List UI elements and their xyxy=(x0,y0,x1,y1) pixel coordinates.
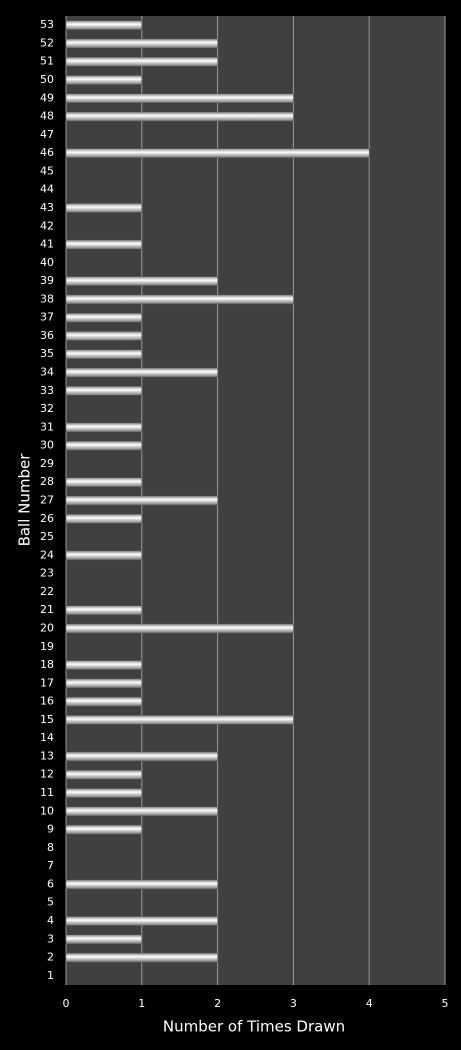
bar xyxy=(65,386,143,396)
y-tick-label: 2 xyxy=(47,951,54,964)
y-tick-label: 32 xyxy=(40,402,54,415)
y-tick-label: 11 xyxy=(40,786,54,799)
bar xyxy=(65,148,370,158)
y-tick-label: 31 xyxy=(40,420,54,433)
y-tick-label: 3 xyxy=(47,932,54,945)
x-axis-title: Number of Times Drawn xyxy=(163,1018,345,1036)
y-tick-label: 46 xyxy=(40,146,54,159)
x-tick-label: 1 xyxy=(138,997,145,1010)
x-tick-label: 5 xyxy=(442,997,449,1010)
y-tick-label: 49 xyxy=(40,91,54,104)
y-tick-label: 48 xyxy=(40,110,54,123)
y-tick-label: 12 xyxy=(40,768,54,781)
bar xyxy=(65,715,294,725)
y-tick-label: 15 xyxy=(40,713,54,726)
bar xyxy=(65,38,218,49)
y-tick-label: 24 xyxy=(40,548,54,561)
y-tick-label: 53 xyxy=(40,18,54,31)
bar xyxy=(65,879,218,890)
y-tick-label: 47 xyxy=(40,128,54,141)
y-tick-label: 10 xyxy=(40,804,54,817)
bar xyxy=(65,203,143,213)
y-tick-label: 42 xyxy=(40,219,54,232)
bar xyxy=(65,75,143,85)
y-tick-label: 37 xyxy=(40,311,54,324)
x-tick-label: 4 xyxy=(366,997,373,1010)
y-tick-label: 45 xyxy=(40,164,54,177)
y-tick-label: 35 xyxy=(40,347,54,360)
bar xyxy=(65,495,218,506)
bar xyxy=(65,824,143,835)
bar xyxy=(65,276,218,286)
y-tick-label: 51 xyxy=(40,55,54,68)
bar xyxy=(65,93,294,104)
y-tick-label: 34 xyxy=(40,366,54,379)
bar xyxy=(65,550,143,561)
y-tick-label: 41 xyxy=(40,238,54,251)
y-tick-label: 50 xyxy=(40,73,54,86)
bar xyxy=(65,294,294,305)
y-tick-label: 33 xyxy=(40,384,54,397)
y-tick-label: 26 xyxy=(40,512,54,525)
y-tick-label: 16 xyxy=(40,695,54,708)
x-tick-label: 2 xyxy=(214,997,221,1010)
bar xyxy=(65,660,143,670)
y-tick-label: 1 xyxy=(47,969,54,982)
y-tick-label: 9 xyxy=(47,823,54,836)
y-tick-label: 36 xyxy=(40,329,54,342)
y-tick-label: 21 xyxy=(40,603,54,616)
bar xyxy=(65,477,143,487)
bar xyxy=(65,751,218,762)
x-tick-label: 3 xyxy=(290,997,297,1010)
bar xyxy=(65,916,218,926)
bar xyxy=(65,111,294,122)
bar xyxy=(65,806,218,817)
y-tick-label: 44 xyxy=(40,183,54,196)
bar xyxy=(65,934,143,945)
bar xyxy=(65,56,218,67)
y-tick-label: 7 xyxy=(47,859,54,872)
y-tick-label: 22 xyxy=(40,585,54,598)
y-tick-label: 13 xyxy=(40,749,54,762)
y-axis-title: Ball Number xyxy=(16,453,34,547)
y-tick-label: 30 xyxy=(40,439,54,452)
bar xyxy=(65,440,143,451)
y-tick-label: 40 xyxy=(40,256,54,269)
y-tick-label: 5 xyxy=(47,896,54,909)
bar xyxy=(65,769,143,780)
bar xyxy=(65,514,143,524)
bar xyxy=(65,20,143,30)
bar xyxy=(65,422,143,433)
y-tick-label: 19 xyxy=(40,640,54,653)
y-tick-label: 18 xyxy=(40,658,54,671)
y-tick-label: 25 xyxy=(40,530,54,543)
bar xyxy=(65,312,143,323)
bar xyxy=(65,788,143,798)
y-tick-label: 29 xyxy=(40,457,54,470)
y-tick-label: 39 xyxy=(40,274,54,287)
y-tick-label: 38 xyxy=(40,292,54,305)
y-tick-label: 17 xyxy=(40,676,54,689)
y-tick-label: 28 xyxy=(40,475,54,488)
y-tick-label: 27 xyxy=(40,494,54,507)
y-tick-label: 23 xyxy=(40,567,54,580)
y-tick-label: 4 xyxy=(47,914,54,927)
bar xyxy=(65,952,218,963)
bar xyxy=(65,678,143,689)
y-tick-label: 20 xyxy=(40,621,54,634)
y-tick-label: 43 xyxy=(40,201,54,214)
bar xyxy=(65,239,143,250)
bar xyxy=(65,331,143,341)
bar xyxy=(65,605,143,615)
y-tick-label: 52 xyxy=(40,36,54,49)
y-tick-label: 14 xyxy=(40,731,54,744)
y-tick-label: 6 xyxy=(47,877,54,890)
y-tick-label: 8 xyxy=(47,841,54,854)
bar xyxy=(65,349,143,359)
x-tick-label: 0 xyxy=(63,997,70,1010)
bar xyxy=(65,696,143,707)
bar xyxy=(65,623,294,634)
bar xyxy=(65,367,218,378)
